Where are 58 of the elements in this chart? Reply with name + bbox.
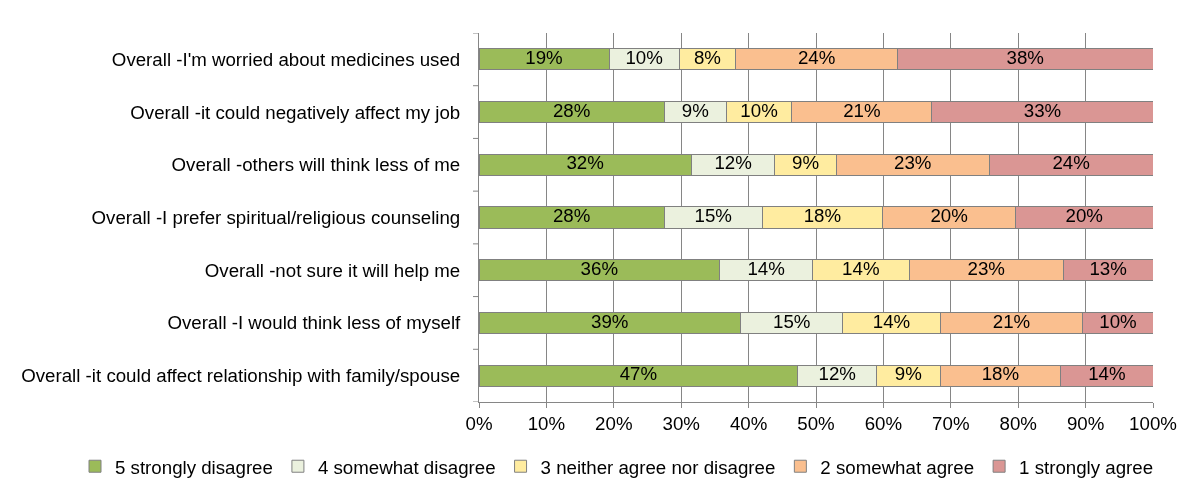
data-label: 32%: [566, 152, 604, 174]
y-tick-label: Overall -I'm worried about medicines used: [111, 48, 461, 70]
data-label: 12%: [818, 363, 856, 385]
data-label: 9%: [894, 363, 922, 385]
legend-label: 1 strongly agree: [1019, 456, 1154, 478]
data-label: 8%: [693, 47, 721, 69]
data-label: 38%: [1006, 47, 1044, 69]
legend-label: 3 neither agree nor disagree: [540, 456, 776, 478]
x-tick-label: 60%: [864, 413, 903, 435]
data-label: 18%: [803, 205, 842, 227]
data-label: 15%: [694, 205, 732, 227]
data-label: 14%: [747, 257, 785, 279]
data-label: 15%: [773, 310, 811, 332]
x-tick-label: 20%: [595, 413, 633, 435]
x-tick-label: 0%: [465, 413, 493, 435]
data-label: 23%: [894, 152, 932, 174]
data-label: 39%: [591, 310, 629, 332]
y-tick-label: Overall -others will think less of me: [171, 154, 461, 176]
data-label: 10%: [740, 99, 778, 121]
data-label: 9%: [681, 99, 709, 121]
data-label: 21%: [843, 99, 881, 121]
y-tick-label: Overall -it could affect relationship with family/spouse: [21, 365, 461, 387]
legend-label: 5 strongly disagree: [115, 456, 273, 478]
data-label: 24%: [1052, 152, 1090, 174]
data-label: 10%: [1099, 310, 1137, 332]
data-label: 28%: [552, 205, 591, 227]
x-tick-label: 40%: [729, 413, 768, 435]
x-tick-label: 70%: [932, 413, 970, 435]
data-label: 14%: [872, 310, 911, 332]
x-tick-label: 30%: [662, 413, 700, 435]
data-label: 47%: [619, 363, 658, 385]
data-label: 20%: [1065, 205, 1103, 227]
x-tick-label: 10%: [527, 413, 566, 435]
x-tick-label: 80%: [999, 413, 1037, 435]
data-label: 9%: [792, 152, 820, 174]
data-label: 14%: [842, 257, 880, 279]
data-label: 36%: [580, 257, 619, 279]
data-label: 18%: [981, 363, 1020, 385]
data-label: 14%: [1088, 363, 1126, 385]
y-tick-label: Overall -I prefer spiritual/religious counseling: [91, 207, 461, 229]
y-tick-label: Overall -it could negatively affect my job: [130, 101, 461, 123]
data-label: 23%: [967, 257, 1005, 279]
legend-label: 2 somewhat agree: [820, 456, 975, 478]
data-label: 21%: [992, 310, 1031, 332]
legend-label: 4 somewhat disagree: [317, 456, 496, 478]
data-label: 10%: [625, 47, 663, 69]
x-tick-label: 90%: [1066, 413, 1105, 435]
data-label: 20%: [930, 205, 968, 227]
data-label: 24%: [797, 47, 836, 69]
x-tick-label: 50%: [797, 413, 835, 435]
y-tick-label: Overall -I would think less of myself: [167, 312, 462, 334]
data-label: 13%: [1089, 257, 1127, 279]
x-tick-label: 100%: [1129, 413, 1177, 435]
data-label: 19%: [525, 47, 563, 69]
data-label: 33%: [1023, 99, 1062, 121]
data-label: 12%: [714, 152, 752, 174]
y-tick-label: Overall -not sure it will help me: [204, 259, 461, 281]
data-label: 28%: [552, 99, 591, 121]
